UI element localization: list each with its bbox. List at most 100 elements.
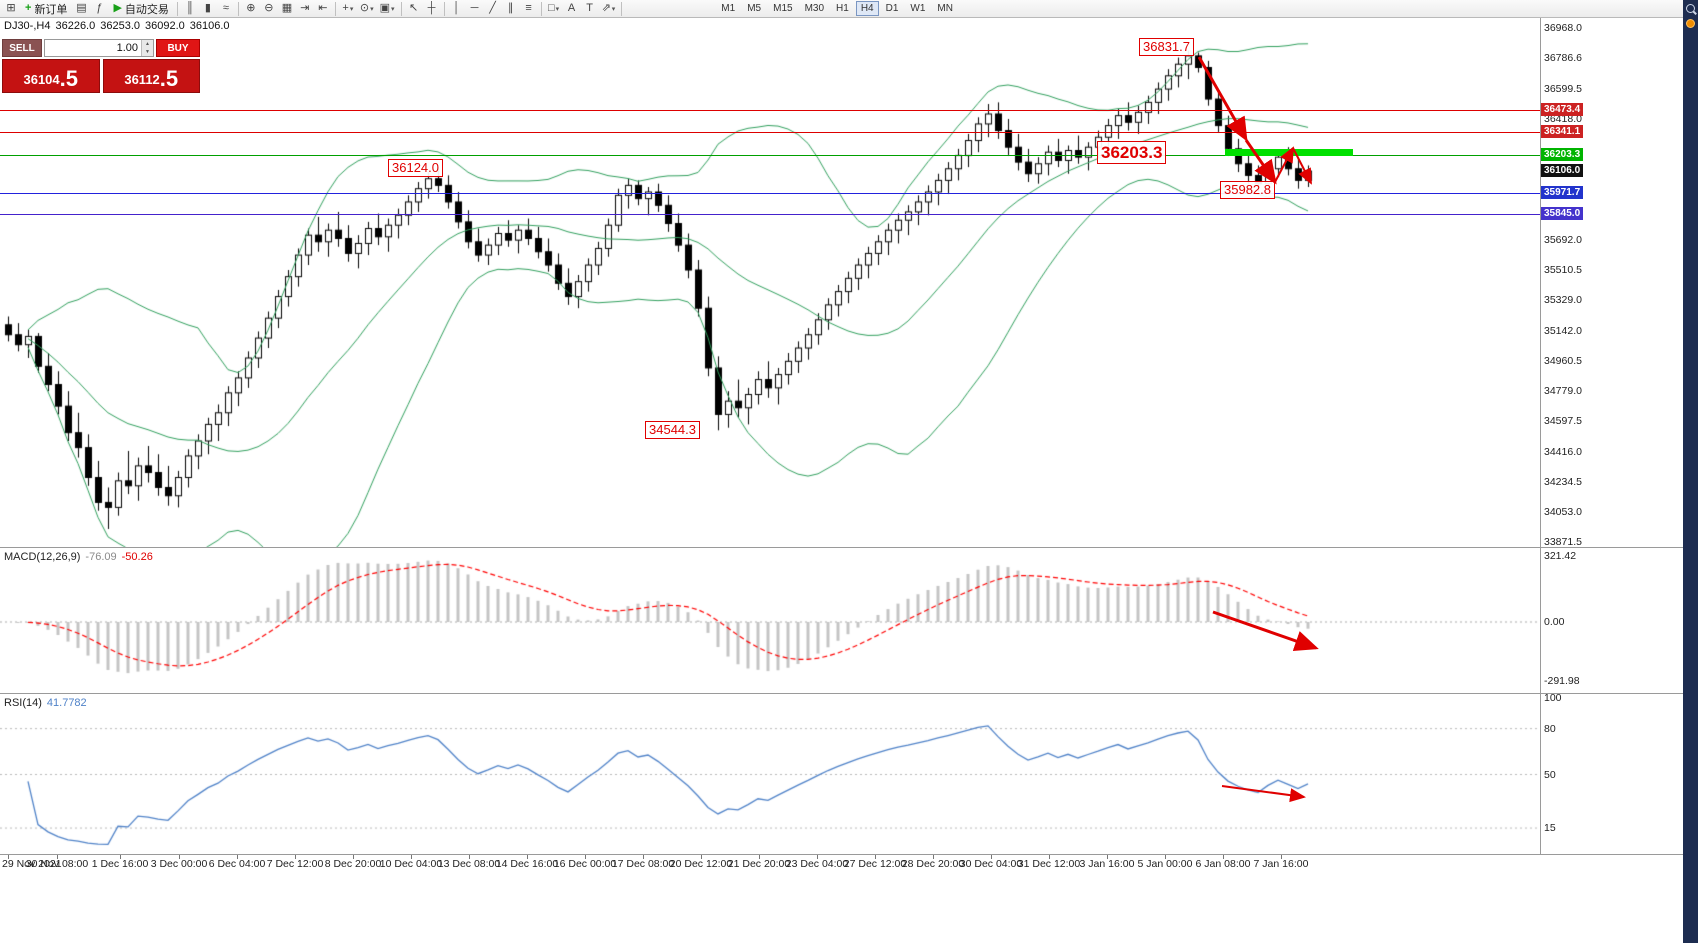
macd-rsi-separator[interactable] — [0, 693, 1683, 694]
toolbar-separator — [237, 1, 239, 16]
search-icon[interactable] — [1686, 4, 1695, 13]
time-axis-tick — [8, 855, 9, 859]
zoom-in-icon[interactable]: ⊕ — [242, 1, 260, 17]
time-axis-tick — [353, 855, 354, 859]
chart-shift-icon: ⇤ — [318, 2, 328, 14]
zoom-in-icon: ⊕ — [246, 2, 256, 14]
arrows-tool-icon[interactable]: ⇗ ▾ — [599, 1, 619, 17]
price-axis-label: 34234.5 — [1544, 475, 1582, 488]
text-icon[interactable]: A — [563, 1, 581, 17]
sell-button[interactable]: SELL — [2, 39, 42, 57]
price-axis-label: 36968.0 — [1544, 22, 1582, 34]
auto-trading-button[interactable]: ▶ 自动交易 — [108, 1, 173, 17]
time-axis-tick — [295, 855, 296, 859]
sell-price-frac: .5 — [59, 66, 78, 91]
timeframe-m5[interactable]: M5 — [742, 1, 766, 16]
time-axis-label: 8 Dec 20:00 — [324, 858, 382, 870]
time-axis-label: 16 Dec 00:00 — [553, 858, 617, 870]
text-label-icon[interactable]: T — [581, 1, 599, 17]
notification-badge[interactable] — [1686, 19, 1695, 28]
price-annotation[interactable]: 35982.8 — [1220, 181, 1275, 200]
profiles-icon[interactable]: ▤ — [72, 1, 90, 17]
buy-price-display[interactable]: 36112 .5 — [102, 59, 200, 93]
symbol-ohlc-header: DJ30-,H4 36226.0 36253.0 36092.0 36106.0 — [4, 20, 235, 32]
cursor-icon[interactable]: ↖ — [405, 1, 423, 17]
fibonacci-icon[interactable]: ≡ — [520, 1, 538, 17]
time-axis-tick — [1281, 855, 1282, 859]
vertical-line-icon[interactable]: │ — [448, 1, 466, 17]
rsi-indicator-header: RSI(14) 41.7782 — [4, 697, 87, 709]
time-axis-tick — [817, 855, 818, 859]
new-chart-icon[interactable]: ⊞ — [2, 1, 20, 17]
timeframe-m15[interactable]: M15 — [768, 1, 797, 16]
chevron-down-icon: ▾ — [349, 5, 354, 13]
volume-down-button[interactable]: ▼ — [142, 48, 153, 56]
horizontal-level-line[interactable] — [0, 110, 1540, 111]
horizontal-level-line[interactable] — [0, 214, 1540, 215]
rsi-axis-label: 15 — [1544, 822, 1556, 834]
timeframe-h4[interactable]: H4 — [855, 1, 879, 16]
template-icon[interactable]: ▣ ▾ — [377, 1, 398, 17]
time-axis-tick — [120, 855, 121, 859]
trendline-icon[interactable]: ╱ — [484, 1, 502, 17]
tile-windows-icon[interactable]: ▦ — [278, 1, 296, 17]
price-macd-separator[interactable] — [0, 547, 1683, 548]
time-axis-label: 7 Dec 12:00 — [266, 858, 324, 870]
zoom-out-icon[interactable]: ⊖ — [260, 1, 278, 17]
time-axis-label: 29 Nov 2021 — [2, 858, 62, 870]
horizontal-level-line[interactable] — [0, 155, 1540, 156]
timeframe-w1[interactable]: W1 — [905, 1, 930, 16]
template-icon: ▣ — [379, 2, 391, 14]
new-order-icon: + — [25, 2, 32, 14]
timeframe-h1[interactable]: H1 — [831, 1, 854, 16]
indicators-list-icon[interactable]: ƒ — [90, 1, 108, 17]
price-annotation[interactable]: 36124.0 — [388, 159, 443, 178]
auto-scroll-icon[interactable]: ⇥ — [296, 1, 314, 17]
auto-trading-icon: ▶ — [113, 2, 122, 14]
price-annotation[interactable]: 34544.3 — [645, 421, 700, 440]
buy-button[interactable]: BUY — [156, 39, 200, 57]
time-axis-tick — [1223, 855, 1224, 859]
rsi-axis-label: 80 — [1544, 723, 1556, 735]
macd-axis-label: -291.98 — [1544, 675, 1580, 687]
time-axis-tick — [527, 855, 528, 859]
new-order-button[interactable]: + 新订单 — [20, 1, 72, 17]
price-annotation[interactable]: 36203.3 — [1097, 141, 1167, 165]
timeframe-mn[interactable]: MN — [932, 1, 958, 16]
line-chart-icon[interactable]: ≈ — [217, 1, 235, 17]
sell-price-display[interactable]: 36104 .5 — [2, 59, 100, 93]
volume-input[interactable]: 1.00 ▲ ▼ — [44, 39, 154, 57]
text-icon: A — [567, 2, 576, 14]
timeframe-m1[interactable]: M1 — [716, 1, 740, 16]
volume-value: 1.00 — [116, 42, 138, 54]
chart-shift-icon[interactable]: ⇤ — [314, 1, 332, 17]
time-axis-label: 23 Dec 04:00 — [785, 858, 849, 870]
ohlc-close: 36106.0 — [189, 20, 230, 32]
crosshair-icon[interactable]: ┼ — [423, 1, 441, 17]
time-axis-tick — [1165, 855, 1166, 859]
macd-axis-label: 321.42 — [1544, 550, 1577, 562]
candle-chart-icon[interactable]: ▮ — [199, 1, 217, 17]
horizontal-level-line[interactable] — [0, 132, 1540, 133]
add-indicator-icon[interactable]: + ▾ — [339, 1, 357, 17]
highlight-zone[interactable] — [1225, 149, 1353, 156]
timeframe-d1[interactable]: D1 — [881, 1, 904, 16]
shapes-icon[interactable]: □ ▾ — [545, 1, 563, 17]
period-clock-icon[interactable]: ⊙ ▾ — [357, 1, 377, 17]
rsi-axis-label: 100 — [1544, 692, 1562, 704]
time-axis-tick — [237, 855, 238, 859]
time-axis-tick — [1049, 855, 1050, 859]
toolbar-separator — [334, 1, 336, 16]
horizontal-level-line[interactable] — [0, 193, 1540, 194]
bar-chart-icon[interactable]: ║ — [181, 1, 199, 17]
time-axis-label: 1 Dec 16:00 — [91, 858, 149, 870]
horizontal-line-icon[interactable]: ─ — [466, 1, 484, 17]
timeframe-m30[interactable]: M30 — [800, 1, 829, 16]
volume-up-button[interactable]: ▲ — [142, 40, 153, 48]
price-axis-label: 34053.0 — [1544, 505, 1582, 518]
channel-icon[interactable]: ∥ — [502, 1, 520, 17]
price-annotation[interactable]: 36831.7 — [1139, 38, 1194, 57]
time-axis-tick — [469, 855, 470, 859]
